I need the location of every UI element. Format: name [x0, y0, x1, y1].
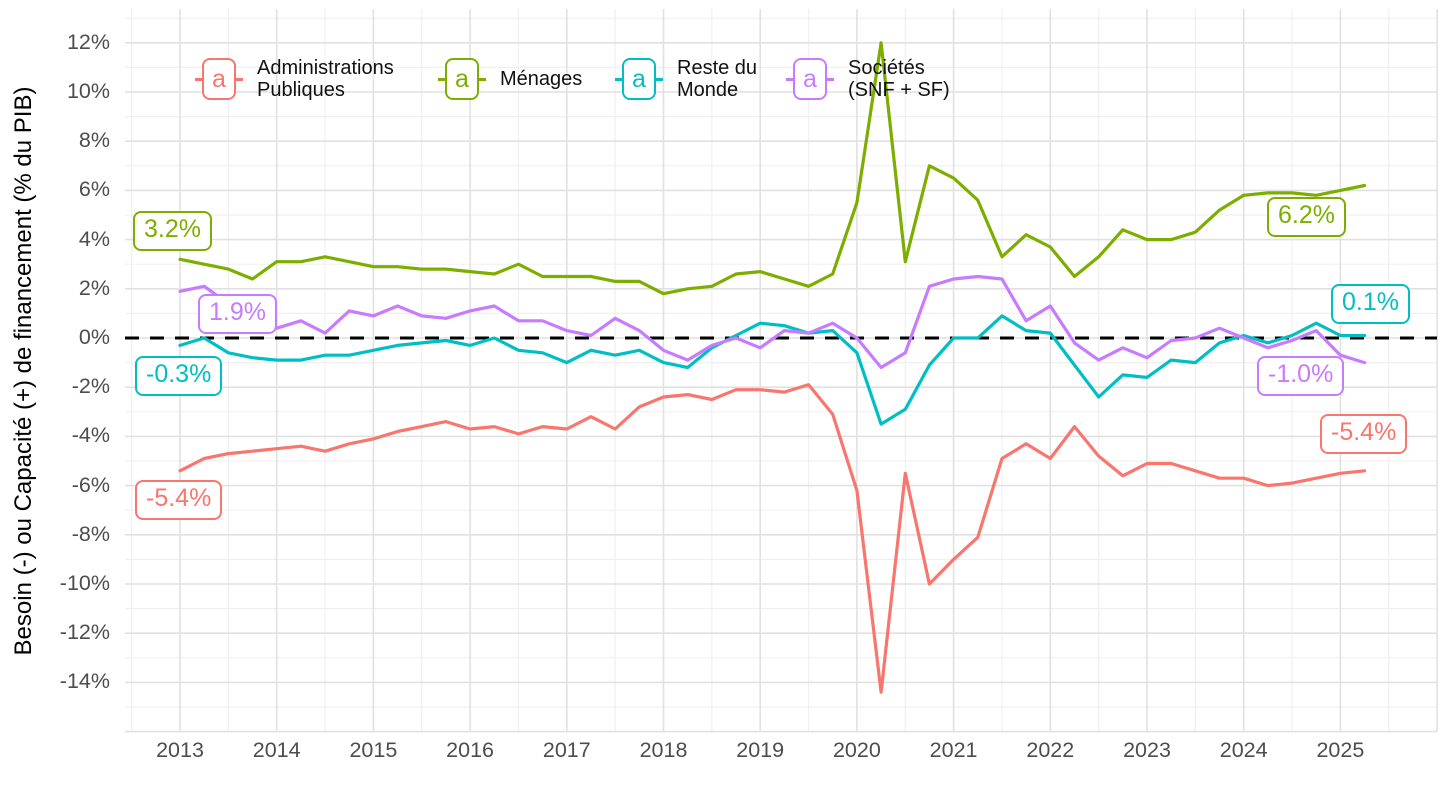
x-tick-label: 2013 — [156, 738, 204, 762]
x-tick-label: 2021 — [929, 738, 978, 762]
legend-key-glyph: a — [202, 58, 236, 100]
x-tick-label: 2020 — [832, 738, 881, 762]
y-tick-label: 8% — [78, 128, 110, 153]
x-tick-label: 2018 — [639, 738, 688, 762]
legend-label: Reste du Monde — [677, 56, 758, 101]
start-value-label-menages: 3.2% — [133, 211, 212, 251]
end-value-label-reste-du-monde: 0.1% — [1331, 284, 1410, 324]
y-tick-label: -2% — [71, 374, 110, 399]
legend-key: a — [786, 58, 834, 100]
y-tick-label: 6% — [78, 177, 110, 202]
x-tick-label: 2017 — [542, 738, 591, 762]
legend-item-administrations-publiques: a Administrations Publiques — [195, 56, 394, 102]
legend-key-glyph: a — [445, 58, 479, 100]
x-tick-label: 2025 — [1316, 738, 1365, 762]
legend-label: Sociétés (SNF + SF) — [848, 56, 950, 101]
y-tick-label: 10% — [66, 79, 110, 103]
gridlines-major — [125, 9, 1438, 733]
y-tick-label: -6% — [71, 472, 110, 497]
y-tick-label: 0% — [78, 325, 110, 349]
series-line-reste-du-monde — [178, 314, 1367, 426]
series-line-administrations-publiques — [178, 383, 1367, 694]
x-tick-label: 2022 — [1026, 738, 1075, 762]
y-tick-label: 12% — [66, 29, 110, 54]
end-value-label-administrations-publiques: -5.4% — [1320, 414, 1408, 454]
y-tick-label: -10% — [59, 571, 110, 595]
y-tick-label: -4% — [71, 423, 110, 448]
y-tick-label: -8% — [71, 521, 110, 546]
start-value-label-reste-du-monde: -0.3% — [135, 356, 223, 396]
start-value-label-societes-snf-sf: 1.9% — [198, 294, 277, 334]
legend-item-menages: a Ménages — [438, 56, 583, 102]
x-tick-label: 2014 — [252, 738, 301, 762]
x-tick-label: 2016 — [446, 738, 495, 762]
gridlines-minor — [125, 9, 1437, 732]
legend-key-glyph: a — [793, 58, 827, 100]
legend-label: Administrations Publiques — [257, 56, 394, 101]
x-tick-label: 2024 — [1219, 738, 1268, 762]
series-line-societes-snf-sf — [178, 274, 1367, 370]
legend-key: a — [195, 58, 243, 100]
y-tick-label: -12% — [59, 620, 110, 645]
y-tick-label: -14% — [59, 669, 110, 694]
x-tick-label: 2015 — [349, 738, 398, 762]
legend-item-reste-du-monde: a Reste du Monde — [615, 56, 758, 102]
legend-label: Ménages — [500, 67, 583, 90]
series-line-menages — [178, 41, 1367, 296]
legend-key: a — [615, 58, 663, 100]
y-tick-label: 4% — [78, 226, 110, 251]
x-tick-label: 2023 — [1123, 738, 1171, 762]
legend-item-societes-snf-sf: a Sociétés (SNF + SF) — [786, 56, 950, 102]
end-value-label-societes-snf-sf: -1.0% — [1257, 356, 1345, 396]
y-tick-label: 2% — [78, 275, 110, 300]
legend-key-glyph: a — [622, 58, 656, 100]
start-value-label-administrations-publiques: -5.4% — [135, 480, 223, 520]
end-value-label-menages: 6.2% — [1267, 197, 1346, 237]
x-tick-label: 2019 — [736, 738, 785, 762]
legend-key: a — [438, 58, 486, 100]
